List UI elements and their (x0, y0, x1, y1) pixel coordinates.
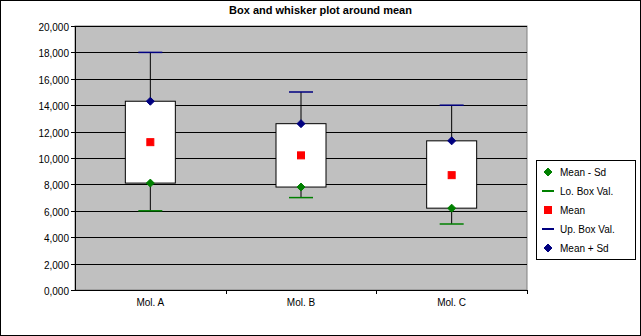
grid-line (75, 237, 527, 238)
whisker (150, 52, 151, 101)
box (276, 124, 326, 187)
grid-line (75, 211, 527, 212)
whisker-cap (289, 91, 313, 93)
tick-mark (71, 211, 75, 212)
tick-label: 2,000 (44, 260, 69, 271)
tick-label: 12,000 (38, 128, 69, 139)
tick-label: 0,000 (44, 286, 69, 297)
category-label: Mol. B (287, 297, 316, 308)
category-tick (226, 290, 227, 294)
tick-mark (71, 26, 75, 27)
legend: Mean - Sd Lo. Box Val. Mean Up. Box Val. Mea… (537, 161, 636, 260)
whisker (451, 105, 452, 141)
marks (125, 52, 476, 224)
box (427, 141, 477, 208)
legend-box (537, 161, 636, 260)
tick-label: 6,000 (44, 207, 69, 218)
category-tick (527, 290, 528, 294)
legend-label: Mean + Sd (560, 243, 609, 254)
marker (448, 204, 456, 212)
grid-line (75, 79, 527, 80)
tick-mark (71, 264, 75, 265)
marker (297, 120, 305, 128)
tick-label: 20,000 (38, 22, 69, 33)
chart-area (1, 1, 641, 336)
tick-mark (71, 79, 75, 80)
tick-label: 10,000 (38, 154, 69, 165)
grid-line (75, 264, 527, 265)
tick-mark (71, 290, 75, 291)
whisker-cap (440, 223, 464, 225)
tick-mark (71, 158, 75, 159)
legend-label: Mean (560, 205, 585, 216)
grid-line (75, 26, 527, 27)
marker (448, 172, 455, 179)
tick-label: 8,000 (44, 180, 69, 191)
marker (147, 139, 154, 146)
whisker-cap (138, 210, 162, 212)
whisker-cap (289, 197, 313, 199)
whisker-cap (440, 104, 464, 106)
chart: Box and whisker plot around mean 0,000 2,0… (0, 0, 641, 336)
category-tick (376, 290, 377, 294)
legend-label: Lo. Box Val. (560, 186, 613, 197)
tick-label: 4,000 (44, 233, 69, 244)
grid-line (75, 52, 527, 53)
legend-marker (542, 190, 554, 192)
marker (298, 152, 305, 159)
tick-mark (71, 52, 75, 53)
title: Box and whisker plot around mean (229, 4, 412, 16)
plot-area (75, 26, 527, 290)
box (125, 101, 175, 183)
x-axis (75, 290, 527, 291)
whisker-cap (138, 52, 162, 54)
tick-mark (71, 105, 75, 106)
legend-marker (545, 207, 552, 214)
whisker (301, 92, 302, 124)
tick-mark (71, 132, 75, 133)
marker (146, 179, 154, 187)
marker (448, 137, 456, 145)
category-label: Mol. A (136, 297, 164, 308)
grid-line (75, 290, 527, 291)
y-axis (75, 26, 76, 290)
legend-marker (544, 168, 552, 176)
legend-marker (544, 244, 552, 252)
legend-label: Mean - Sd (560, 167, 606, 178)
marker (297, 183, 305, 191)
tick-mark (71, 184, 75, 185)
legend-label: Up. Box Val. (560, 224, 615, 235)
tick-label: 16,000 (38, 75, 69, 86)
marker (146, 97, 154, 105)
tick-label: 18,000 (38, 48, 69, 59)
tick-label: 14,000 (38, 101, 69, 112)
tick-mark (71, 237, 75, 238)
category-label: Mol. C (437, 297, 466, 308)
legend-marker (542, 228, 554, 230)
